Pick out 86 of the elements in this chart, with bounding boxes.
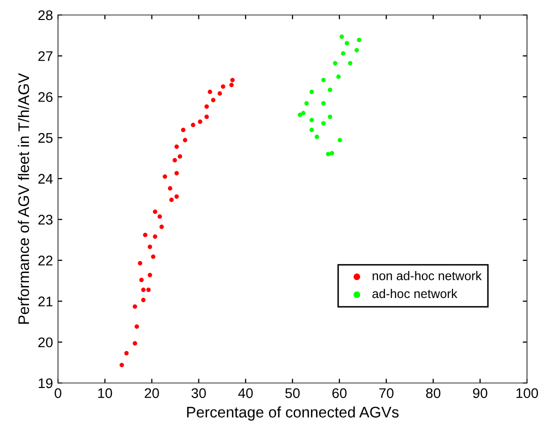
point [181,128,186,132]
point [208,90,212,94]
point [148,244,152,250]
point [148,272,152,278]
x-tick-label: 60 [332,388,347,398]
point [169,198,174,202]
point [211,98,216,102]
point [321,101,326,106]
point [174,144,179,149]
point [152,209,158,214]
point [182,138,188,142]
point [310,90,314,94]
point [332,61,338,66]
point [301,110,306,116]
point [198,120,202,124]
point [304,101,309,106]
point [218,91,222,96]
point [172,158,177,162]
y-tick-label: 21 [38,296,52,306]
y-tick-label: 23 [38,214,53,225]
point [141,298,146,302]
point [348,61,352,66]
y-tick-label: 27 [38,51,52,61]
point [328,114,332,120]
legend-label: ad-hoc network [372,288,458,298]
point [151,254,156,259]
point [204,114,209,120]
y-tick-label: 20 [38,337,53,348]
point [314,134,320,140]
y-tick-label: 26 [38,92,53,102]
point [340,34,344,39]
y-tick-label: 28 [38,10,53,20]
point [354,48,359,52]
point [174,194,179,199]
legend-label: non ad-hoc network [372,271,482,280]
point [336,74,341,79]
x-tick-label: 70 [379,388,394,398]
y-tick-label: 22 [38,256,52,266]
x-tick-label: 10 [98,388,112,398]
point [141,288,146,292]
y-tick-label: 19 [38,378,52,388]
point [321,78,326,82]
point [338,138,342,142]
point [162,174,168,179]
point [134,324,139,329]
point [120,362,124,368]
point [152,234,158,239]
point [328,88,332,92]
point [321,121,326,126]
x-tick-label: 50 [285,388,300,398]
point [204,104,209,109]
y-tick-label: 24 [38,174,53,184]
point [158,214,162,219]
point [330,151,334,156]
point [326,152,330,156]
x-tick-label: 30 [192,388,206,398]
point [168,186,172,191]
point [174,171,179,176]
point [178,154,182,159]
point [132,304,138,309]
point [139,278,144,282]
point [229,82,234,88]
point [340,51,346,56]
x-tick-label: 90 [473,388,488,398]
point [310,128,314,132]
point [190,122,196,128]
point [132,341,138,346]
x-tick-label: 40 [238,388,253,398]
x-tick-label: 100 [516,388,538,398]
point [298,112,302,117]
x-axis-title: Percentage of connected AGVs [187,406,399,421]
x-tick-label: 0 [54,388,62,398]
x-tick-label: 20 [144,388,159,398]
x-tick-label: 80 [426,388,440,398]
point [310,118,314,122]
point [143,232,148,238]
y-axis-title: Performance of AGV fleet in T/h/AGV [18,73,30,324]
point [220,84,226,89]
point [344,41,350,46]
point [159,224,164,229]
point [356,38,362,42]
point [230,78,235,82]
y-tick-label: 25 [38,133,53,143]
point [124,350,129,356]
point [138,261,142,266]
point [146,288,151,292]
